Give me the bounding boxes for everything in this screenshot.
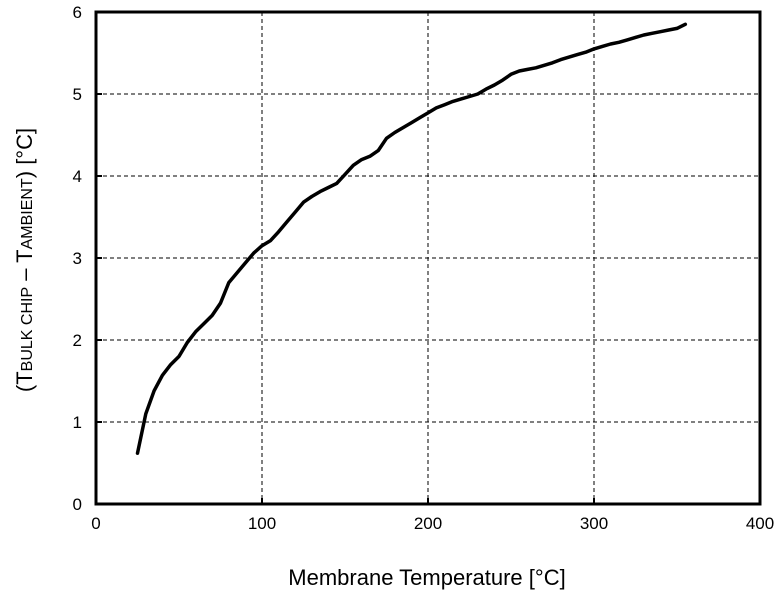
series-line-0 — [135, 22, 688, 455]
x-tick-label-4: 400 — [746, 514, 774, 533]
y-axis-tick-labels: 0 1 2 3 4 5 6 — [73, 3, 82, 514]
x-axis-title: Membrane Temperature [°C] — [288, 565, 565, 590]
y-tick-label-4: 4 — [73, 167, 82, 186]
y-axis-title-subscript-bulk-chip: BULK CHIP — [19, 287, 36, 371]
x-tick-label-2: 200 — [414, 514, 442, 533]
x-tick-label-1: 100 — [248, 514, 276, 533]
grid-lines — [96, 12, 760, 504]
y-tick-label-0: 0 — [73, 495, 82, 514]
y-axis-title-subscript-ambient: AMBIENT — [19, 178, 36, 249]
y-axis-title-mid: – T — [12, 249, 37, 287]
y-tick-label-3: 3 — [73, 249, 82, 268]
y-tick-label-1: 1 — [73, 413, 82, 432]
y-tick-label-5: 5 — [73, 85, 82, 104]
y-axis-title: (TBULK CHIP – TAMBIENT) [°C] — [12, 128, 37, 392]
y-tick-label-2: 2 — [73, 331, 82, 350]
x-axis-tick-labels: 0 100 200 300 400 — [91, 514, 774, 533]
x-tick-label-3: 300 — [580, 514, 608, 533]
x-tick-label-0: 0 — [91, 514, 100, 533]
series-layer — [135, 22, 688, 455]
y-axis-title-open: (T — [12, 371, 37, 392]
y-tick-label-6: 6 — [73, 3, 82, 22]
tick-marks — [95, 11, 761, 505]
y-axis-title-close: ) [°C] — [12, 128, 37, 178]
